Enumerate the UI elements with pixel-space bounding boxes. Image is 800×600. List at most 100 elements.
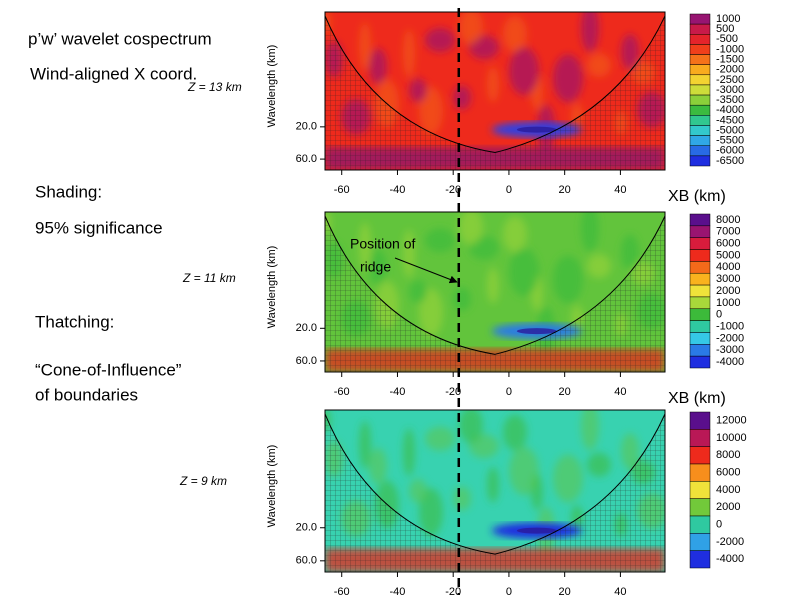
colorbar-box: [689, 115, 711, 126]
cone-of-influence: [325, 15, 665, 154]
field-blob: [553, 255, 583, 304]
colorbar-box: [689, 355, 711, 369]
field-blob: [403, 29, 415, 78]
slide-text: p’w’ wavelet cospectrum: [28, 29, 212, 48]
plot-frame: [324, 211, 666, 373]
colorbar-label: -4500: [716, 114, 744, 126]
colorbar-box: [689, 411, 711, 430]
field-blob: [403, 229, 415, 278]
x-tick-label: 40: [614, 386, 626, 398]
contour-field: [325, 212, 665, 372]
field-blob: [453, 486, 471, 511]
colorbar-label: -2000: [716, 536, 744, 548]
colorbar-label: -4000: [716, 356, 744, 368]
colorbar-label: 0: [716, 309, 722, 321]
field-blob: [453, 287, 471, 311]
colorbar-box: [689, 237, 711, 250]
field-blob: [425, 426, 455, 451]
ridge-label: Position of: [350, 236, 415, 252]
slide-text: Wind-aligned X coord.: [30, 64, 197, 83]
field-blob: [453, 85, 471, 110]
colorbar-label: -6500: [716, 155, 744, 167]
x-tick-label: 40: [614, 184, 626, 196]
field-blob: [621, 433, 639, 470]
field-blob: [587, 452, 611, 477]
colorbar-label: -4000: [716, 553, 744, 565]
colorbar-box: [689, 74, 711, 86]
colorbar-box: [689, 332, 711, 345]
field-blob: [503, 216, 527, 253]
colorbar-label: 4000: [716, 484, 740, 496]
y-axis-label: Wavelength (km): [266, 246, 278, 329]
field-blob: [509, 47, 539, 96]
field-blob: [425, 28, 455, 52]
colorbar-box: [689, 225, 711, 238]
colorbar-box: [689, 44, 711, 55]
field-blob: [425, 228, 455, 253]
colorbar-label: 2000: [716, 501, 740, 513]
colorbar-label: -4000: [716, 104, 744, 116]
colorbar-box: [689, 308, 711, 321]
field-blob: [459, 12, 483, 45]
field-blob: [369, 48, 387, 85]
x-axis-label: XB (km): [668, 390, 726, 407]
panels: -60 -40 -20 0 20 40 20.0 60.0 Wavelength (km) XB …: [179, 11, 747, 598]
field-blob: [359, 22, 371, 70]
x-tick-label: 0: [506, 386, 512, 398]
colorbar-box: [689, 135, 711, 146]
contour-field: [325, 12, 665, 170]
x-tick-label: -40: [390, 586, 406, 598]
colorbar-label: -1000: [716, 320, 744, 332]
cone-of-influence: [325, 413, 665, 555]
field-blob: [509, 248, 539, 297]
field-blob: [621, 34, 639, 70]
colorbar-label: 12000: [716, 415, 747, 427]
x-tick-label: 20: [559, 184, 571, 196]
colorbar-label: 2000: [716, 285, 740, 297]
slide-text: Shading:: [35, 182, 102, 201]
cone-of-influence: [325, 215, 665, 355]
y-axis-label: Wavelength (km): [266, 445, 278, 528]
field-blob: [419, 288, 443, 337]
field-blob: [359, 420, 371, 469]
field-blob: [419, 86, 443, 135]
colorbar-label: -3500: [716, 94, 744, 106]
field-blob: [553, 454, 583, 503]
colorbar-label: 7000: [716, 226, 740, 238]
field-blob: [419, 488, 443, 537]
panel-annotation: Z = 13 km: [187, 80, 242, 94]
y-tick-label: 20.0: [296, 322, 317, 334]
y-tick-label: 20.0: [296, 522, 317, 534]
field-blob: [487, 66, 499, 103]
colorbar-label: 5000: [716, 249, 740, 261]
field-blob: [581, 212, 599, 253]
colorbar-box: [689, 213, 711, 227]
field-blob: [553, 54, 583, 103]
field-blob: [459, 410, 483, 443]
colorbar-label: -5000: [716, 124, 744, 136]
colorbar-box: [689, 429, 711, 447]
colorbar-label: 10000: [716, 432, 747, 444]
field-blob: [409, 279, 427, 304]
x-axis-label: XB (km): [668, 188, 726, 205]
field-blob: [487, 466, 499, 503]
field-blob: [369, 448, 387, 485]
colorbar-label: -1500: [716, 54, 744, 66]
x-tick-label: 0: [506, 586, 512, 598]
x-tick-label: 20: [559, 586, 571, 598]
y-tick-label: 20.0: [296, 121, 317, 133]
field-blob: [581, 12, 599, 52]
colorbar-box: [689, 463, 711, 482]
field-blob: [587, 254, 611, 278]
colorbar-box: [689, 23, 711, 35]
panel-annotation: Z = 9 km: [179, 474, 227, 488]
colorbar-box: [689, 515, 711, 534]
ridge-label: ridge: [360, 259, 391, 275]
x-tick-label: 0: [506, 184, 512, 196]
cone-hatch: [325, 414, 665, 572]
colorbar-box: [689, 125, 711, 136]
colorbar-label: -6000: [716, 145, 744, 157]
x-tick-label: 40: [614, 586, 626, 598]
x-tick-label: -60: [334, 184, 350, 196]
